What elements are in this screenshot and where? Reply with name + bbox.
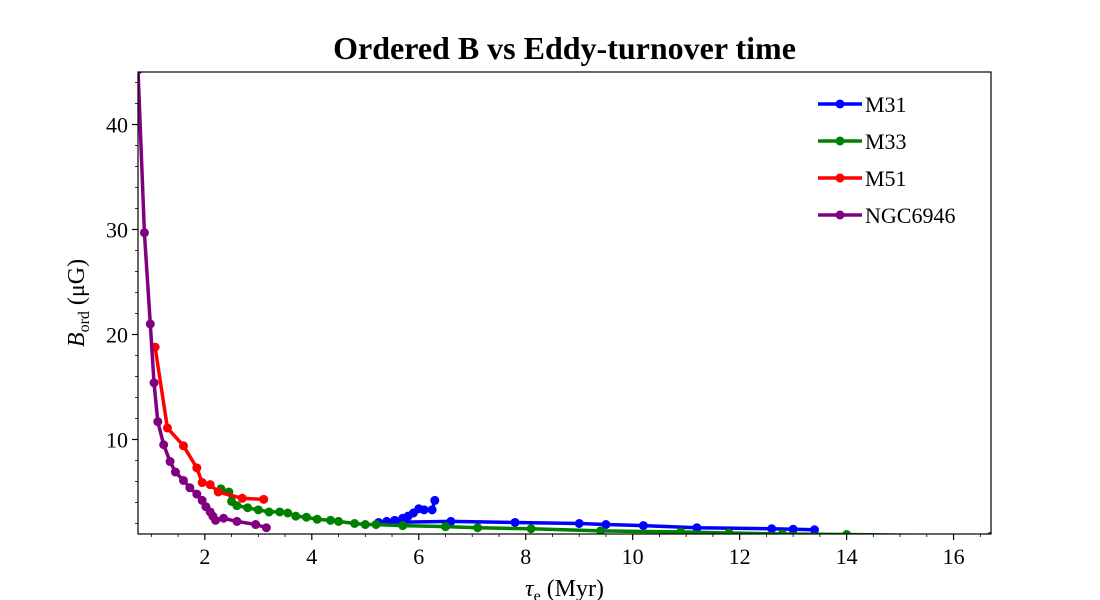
data-point (275, 507, 285, 517)
data-point (211, 515, 221, 525)
legend-item-m33: M33 (818, 129, 907, 154)
data-point (301, 512, 311, 522)
data-point (390, 515, 400, 525)
legend-label: NGC6946 (865, 203, 955, 228)
x-axis-label: τe (Myr) (525, 576, 604, 600)
chart-title: Ordered B vs Eddy-turnover time (333, 30, 796, 66)
x-tick-label: 14 (836, 544, 858, 569)
plot-frame (137, 71, 992, 535)
data-point (185, 483, 195, 493)
y-tick-label: 40 (106, 113, 128, 138)
data-point (676, 527, 686, 534)
y-tick-label: 30 (106, 218, 128, 243)
legend-label: M51 (865, 166, 907, 191)
x-tick-label: 16 (943, 544, 965, 569)
data-point (441, 522, 451, 532)
data-point (192, 489, 202, 499)
y-tick-label: 10 (106, 428, 128, 453)
data-point (334, 516, 344, 526)
data-point (197, 478, 207, 488)
legend: M31 M33 M51 NGC6946 (818, 92, 955, 228)
legend-item-m51: M51 (818, 166, 907, 191)
data-point (259, 494, 269, 504)
data-point (326, 515, 336, 525)
data-point (427, 505, 437, 515)
data-point (510, 517, 520, 527)
data-point (398, 513, 408, 523)
data-point (810, 525, 820, 534)
data-point (162, 423, 172, 433)
data-point (777, 529, 787, 534)
data-point (251, 520, 261, 530)
data-point (473, 523, 483, 533)
data-point (153, 417, 163, 427)
data-point (371, 520, 381, 530)
legend-item-m31: M31 (818, 92, 907, 117)
legend-marker (835, 99, 845, 109)
data-point (139, 228, 149, 238)
data-point (350, 519, 360, 528)
data-point (312, 514, 322, 524)
data-point (601, 520, 611, 530)
legend-item-ngc6946: NGC6946 (818, 203, 955, 228)
data-point (237, 493, 247, 503)
data-point (145, 319, 155, 329)
data-point (178, 441, 188, 451)
data-point (219, 513, 229, 523)
data-point (213, 487, 223, 497)
x-tick-label: 4 (306, 544, 317, 569)
data-point (165, 457, 175, 467)
x-tick-label: 2 (199, 544, 210, 569)
data-point (692, 523, 702, 533)
data-point (842, 530, 852, 534)
data-point (192, 463, 202, 473)
data-point (264, 507, 274, 517)
series-m33 (216, 484, 991, 534)
data-point (261, 523, 271, 533)
data-point (526, 524, 536, 534)
data-point (360, 520, 370, 530)
x-tick-label: 8 (520, 544, 531, 569)
series-line-m51 (153, 346, 264, 502)
legend-marker (835, 136, 845, 146)
data-point (596, 526, 606, 534)
data-point (767, 524, 777, 534)
series-line-ngc6946 (138, 72, 267, 530)
data-point (159, 440, 169, 450)
data-point (232, 516, 242, 526)
y-tick-label: 20 (106, 323, 128, 348)
x-tick-label: 10 (622, 544, 644, 569)
x-tick-label: 12 (729, 544, 751, 569)
data-point (253, 505, 263, 515)
data-point (232, 501, 242, 511)
y-axis-label: Bord (μG) (64, 259, 93, 347)
data-point (170, 467, 180, 477)
data-point (574, 519, 584, 528)
data-point (398, 521, 408, 531)
axes: 2 4 6 8 10 12 14 16 10 20 30 40 (106, 82, 981, 569)
data-point (788, 524, 798, 534)
data-point (205, 480, 215, 490)
data-point (243, 503, 253, 513)
data-point (638, 521, 648, 531)
x-tick-label: 6 (413, 544, 424, 569)
plot-area (138, 72, 991, 534)
series-ngc6946 (138, 72, 271, 533)
data-point (149, 378, 159, 388)
legend-label: M31 (865, 92, 907, 117)
series-m31 (374, 495, 820, 534)
legend-marker (835, 210, 845, 220)
legend-label: M33 (865, 129, 907, 154)
data-point (724, 528, 734, 534)
data-point (291, 511, 301, 521)
series-m51 (150, 342, 269, 504)
legend-marker (835, 173, 845, 183)
data-point (178, 475, 188, 485)
data-point (283, 508, 293, 518)
data-point (430, 495, 440, 505)
